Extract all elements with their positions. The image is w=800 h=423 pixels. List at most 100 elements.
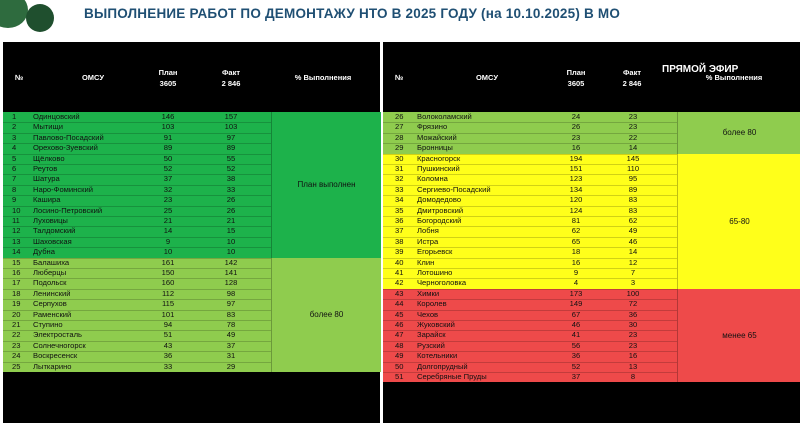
row-number: 2 — [12, 122, 17, 132]
row-plan-value: 24 — [571, 112, 581, 121]
row-number: 21 — [12, 320, 21, 329]
row-divider — [383, 153, 677, 155]
row-omsu-name: Долгопрудный — [417, 361, 468, 371]
row-omsu-name: Сергиево-Посадский — [417, 184, 491, 194]
row-plan-value: 21 — [163, 216, 173, 225]
row-plan-value: 173 — [569, 288, 583, 298]
row-fact-value: 72 — [628, 299, 638, 309]
table-header: № ОМСУ План 3605 Факт 2 846 % Выполнения — [383, 42, 800, 112]
table-row: 9 Кашира 23 26 — [3, 195, 271, 206]
row-omsu-name: Одинцовский — [33, 112, 80, 121]
row-divider — [383, 195, 677, 197]
row-divider — [383, 184, 677, 186]
row-number: 19 — [12, 299, 21, 309]
table-row: 8 Наро-Фоминский 32 33 — [3, 184, 271, 196]
table-row: 12 Талдомский 14 15 — [3, 226, 271, 237]
row-divider — [383, 236, 677, 238]
table-row: 18 Ленинский 112 98 — [3, 288, 271, 300]
row-omsu-name: Истра — [417, 236, 439, 246]
row-divider — [3, 236, 271, 238]
row-number: 29 — [395, 143, 404, 153]
table-row: 28 Можайский 23 22 — [383, 132, 677, 144]
row-fact-value: 78 — [226, 320, 236, 329]
row-fact-value: 36 — [628, 309, 638, 319]
row-number: 37 — [395, 226, 404, 236]
row-plan-value: 4 — [573, 278, 579, 288]
row-plan-value: 120 — [569, 195, 583, 205]
row-omsu-name: Наро-Фоминский — [33, 184, 93, 194]
row-divider — [383, 320, 677, 321]
row-plan-value: 33 — [163, 361, 173, 371]
row-fact-value: 15 — [226, 226, 236, 236]
table-row: 2 Мытищи 103 103 — [3, 122, 271, 133]
row-omsu-name: Талдомский — [33, 226, 76, 236]
table-row: 21 Ступино 94 78 — [3, 320, 271, 331]
row-divider — [3, 143, 271, 145]
table-header: № ОМСУ План 3605 Факт 2 846 % Выполнения — [3, 42, 380, 112]
row-fact-value: 110 — [626, 164, 640, 173]
row-number: 48 — [395, 340, 404, 350]
row-number: 32 — [395, 174, 404, 184]
row-divider — [3, 278, 271, 280]
row-fact-value: 52 — [226, 164, 236, 173]
row-number: 50 — [395, 361, 404, 371]
table-row: 25 Лыткарино 33 29 — [3, 361, 271, 372]
row-divider — [3, 164, 271, 165]
header-plan-total: 3605 — [567, 79, 585, 88]
row-plan-value: 23 — [571, 132, 581, 142]
row-divider — [383, 257, 677, 259]
right-table-body: 26 Волоколамский 24 23 27 Фрязино 26 23 28 Можайс… — [383, 112, 800, 423]
row-divider — [3, 257, 271, 259]
row-plan-value: 50 — [163, 153, 173, 163]
row-fact-value: 100 — [626, 288, 640, 298]
row-divider — [3, 351, 271, 353]
row-divider — [3, 184, 271, 186]
row-plan-value: 10 — [163, 247, 173, 257]
row-divider — [3, 288, 271, 290]
row-fact-value: 8 — [630, 372, 636, 381]
row-divider — [3, 132, 271, 134]
row-fact-value: 13 — [628, 361, 638, 371]
header-omsu: ОМСУ — [475, 73, 499, 82]
row-number: 26 — [395, 112, 404, 121]
table-row: 31 Пушкинский 151 110 — [383, 164, 677, 175]
table-row: 32 Коломна 123 95 — [383, 174, 677, 185]
page-title: ВЫПОЛНЕНИЕ РАБОТ ПО ДЕМОНТАЖУ НТО В 2025… — [84, 6, 621, 21]
row-omsu-name: Бронницы — [417, 143, 453, 153]
row-omsu-name: Мытищи — [33, 122, 63, 132]
row-omsu-name: Реутов — [33, 164, 58, 173]
row-fact-value: 46 — [628, 236, 638, 246]
table-row: 24 Воскресенск 36 31 — [3, 351, 271, 362]
row-omsu-name: Лобня — [417, 226, 439, 236]
table-row: 43 Химки 173 100 — [383, 288, 677, 300]
row-plan-value: 146 — [161, 112, 175, 121]
row-fact-value: 83 — [628, 205, 638, 215]
row-plan-value: 52 — [163, 164, 173, 173]
row-fact-value: 89 — [226, 143, 236, 153]
table-row: 38 Истра 65 46 — [383, 236, 677, 248]
row-omsu-name: Химки — [417, 288, 440, 298]
logo-circle-small-icon — [26, 4, 54, 32]
row-number: 43 — [395, 288, 404, 298]
row-fact-value: 12 — [628, 257, 638, 267]
table-row: 4 Орехово-Зуевский 89 89 — [3, 143, 271, 154]
row-fact-value: 142 — [224, 257, 238, 267]
table-row: 13 Шаховская 9 10 — [3, 236, 271, 248]
left-table: № ОМСУ План 3605 Факт 2 846 % Выполнения… — [3, 42, 381, 423]
row-number: 49 — [395, 351, 404, 361]
row-omsu-name: Рузский — [417, 340, 445, 350]
row-plan-value: 65 — [571, 236, 581, 246]
completion-group: План выполнен — [271, 112, 381, 258]
row-fact-value: 3 — [630, 278, 636, 288]
table-row: 1 Одинцовский 146 157 — [3, 112, 271, 123]
row-number: 41 — [395, 268, 404, 277]
row-plan-value: 134 — [569, 184, 583, 194]
row-divider — [383, 288, 677, 290]
completion-group: 65-80 — [677, 153, 800, 289]
row-plan-value: 25 — [163, 205, 173, 215]
table-row: 29 Бронницы 16 14 — [383, 143, 677, 154]
left-table-body: 1 Одинцовский 146 157 2 Мытищи 103 103 3 Павлово-… — [3, 112, 381, 423]
live-label: ПРЯМОЙ ЭФИР — [662, 64, 739, 75]
row-divider — [3, 330, 271, 332]
row-number: 51 — [395, 372, 404, 381]
